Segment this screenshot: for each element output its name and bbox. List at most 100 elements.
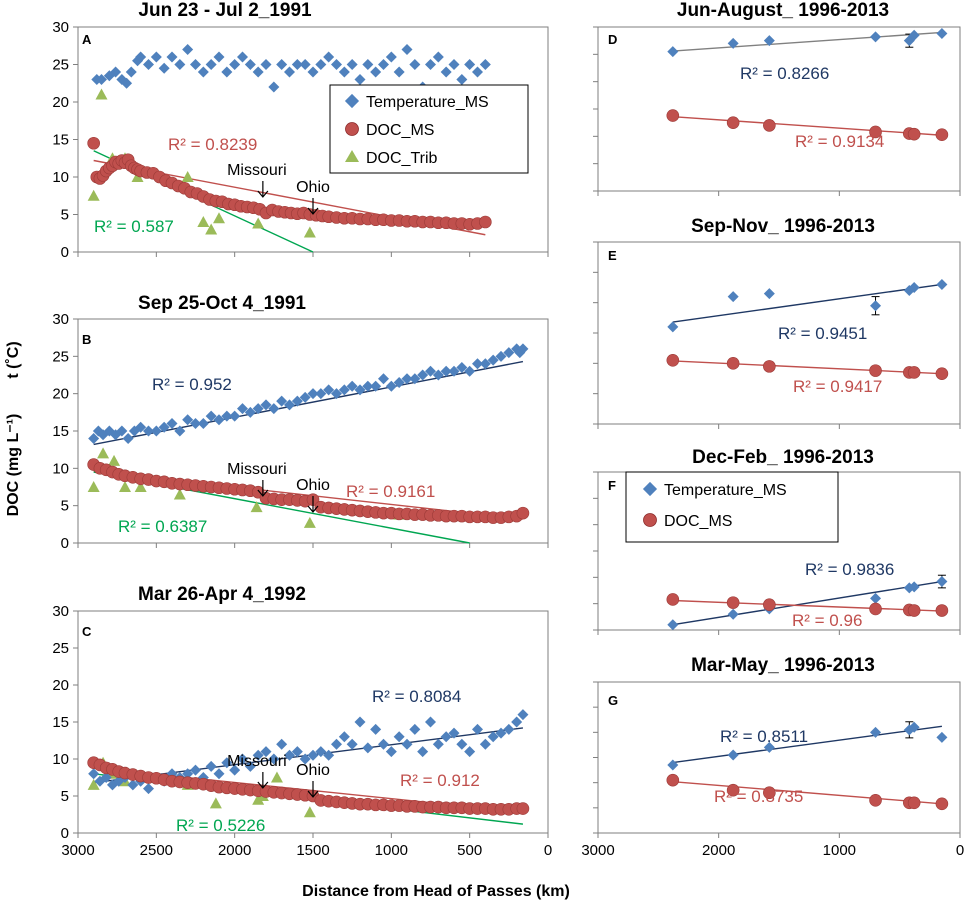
temperature-point — [362, 380, 374, 392]
temperature-point — [158, 62, 170, 74]
temperature-point — [96, 74, 107, 85]
doc-ms-point — [869, 793, 882, 807]
y-tick-label: 15 — [52, 132, 69, 149]
temperature-point — [260, 746, 272, 758]
temperature-point — [197, 418, 209, 430]
temperature-point — [315, 388, 327, 400]
doc-trib-point — [303, 226, 316, 238]
trendline-doc-ms — [672, 599, 942, 612]
temperature-point — [331, 738, 342, 750]
doc-ms-point — [869, 364, 882, 377]
temperature-point — [385, 51, 397, 63]
temperature-point — [213, 414, 225, 426]
temperature-point — [182, 414, 194, 426]
temperature-point — [393, 66, 405, 78]
legend-f: Temperature_MS DOC_MS — [625, 471, 839, 543]
trendline-doc-ms — [672, 360, 942, 375]
x-tick-label: 2500 — [140, 842, 173, 859]
temperature-point — [252, 749, 264, 761]
x-tick-label: 0 — [956, 842, 964, 859]
legend-f-temp-marker — [642, 481, 658, 497]
temperature-point — [763, 741, 775, 753]
temperature-point — [221, 66, 233, 78]
temperature-point — [378, 738, 389, 750]
doc-ms-point — [907, 604, 921, 617]
temperature-point — [143, 783, 154, 795]
doc-trib-point — [173, 488, 186, 500]
temperature-point — [354, 384, 366, 396]
panel-title: Sep 25-Oct 4_1991 — [138, 293, 306, 314]
annotation-ohio: Ohio — [296, 762, 330, 779]
x-tick-label: 1500 — [296, 842, 329, 859]
y-tick-label: 15 — [52, 714, 69, 731]
y-tick-label: 25 — [52, 57, 69, 74]
temperature-point — [425, 716, 436, 728]
x-tick-label: 2000 — [218, 842, 251, 859]
temperature-point — [425, 365, 436, 377]
x-tick-label: 1000 — [375, 842, 408, 859]
panel-letter: D — [608, 32, 617, 47]
y-axis-label-doc: DOC (mg L⁻¹) — [5, 414, 22, 517]
doc-ms-point — [666, 773, 680, 787]
doc-trib-point — [250, 501, 263, 513]
legend-temp-marker — [344, 93, 360, 109]
temperature-point — [244, 760, 256, 772]
temperature-point — [166, 418, 178, 430]
y-tick-label: 30 — [52, 603, 69, 620]
y-tick-label: 30 — [52, 19, 69, 36]
temperature-point — [936, 28, 948, 40]
legend-trib-marker — [345, 150, 359, 162]
panel-title: Sep-Nov_ 1996-2013 — [691, 216, 875, 237]
temperature-point — [323, 384, 335, 396]
temperature-point — [190, 418, 201, 430]
panel-e: Sep-Nov_ 1996-2013 E R² = 0.9451 R² = 0.941… — [593, 216, 961, 429]
panel-letter: C — [82, 624, 92, 639]
temperature-point — [370, 380, 382, 392]
temperature-point — [440, 365, 452, 377]
panel-title: Mar 26-Apr 4_1992 — [138, 584, 306, 605]
temperature-point — [393, 376, 405, 388]
temperature-point — [378, 373, 389, 385]
temperature-point — [370, 723, 382, 735]
temperature-point — [456, 74, 468, 85]
temperature-point — [432, 51, 444, 63]
temperature-point — [763, 35, 775, 47]
annotation-arrowhead — [257, 781, 269, 789]
temperature-point — [908, 581, 920, 593]
panel-title: Mar-May_ 1996-2013 — [691, 655, 875, 676]
temperature-point — [432, 369, 444, 381]
temperature-point — [260, 59, 272, 70]
y-tick-label: 10 — [52, 169, 69, 186]
temperature-point — [237, 51, 248, 63]
temperature-point — [150, 51, 162, 63]
temperature-point — [346, 738, 358, 750]
trendline-temperature-ms — [672, 725, 942, 764]
r2-label: R² = 0.9417 — [793, 377, 882, 396]
doc-trib-point — [108, 454, 121, 466]
legend-trib-label: DOC_Trib — [366, 150, 438, 167]
temperature-point — [354, 74, 366, 85]
doc-ms-point — [907, 127, 921, 141]
trendline-doc-ms — [672, 115, 942, 136]
temperature-point — [143, 425, 154, 437]
temperature-point — [448, 727, 460, 739]
plot-area — [597, 681, 961, 834]
r2-label: R² = 0.8239 — [168, 135, 257, 154]
temperature-point — [487, 354, 499, 366]
temperature-point — [158, 421, 170, 433]
temperature-point — [763, 288, 775, 300]
temperature-point — [393, 731, 405, 743]
temperature-point — [727, 749, 739, 761]
doc-trib-point — [97, 447, 110, 459]
annotation-missouri: Missouri — [227, 753, 287, 770]
doc-ms-point — [907, 796, 921, 810]
temperature-point — [378, 59, 389, 70]
temperature-point — [495, 727, 507, 739]
doc-trib-point — [134, 481, 147, 492]
trendline-temperature-ms — [672, 31, 942, 52]
temperature-point — [472, 66, 483, 78]
panel-letter: G — [608, 693, 618, 708]
temperature-point — [440, 731, 452, 743]
temperature-point — [517, 709, 529, 721]
